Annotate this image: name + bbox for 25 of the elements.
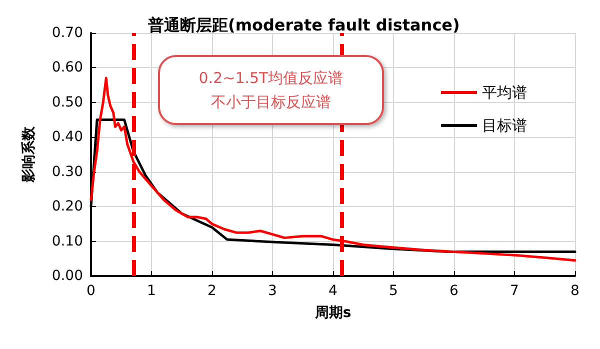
legend-label: 目标谱 — [482, 116, 527, 134]
callout-box: 0.2~1.5T均值反应谱 不小于目标反应谱 — [158, 55, 384, 125]
x-tick-label: 7 — [510, 283, 519, 299]
y-tick-label: 0.10 — [52, 233, 83, 250]
y-tick-label: 0.50 — [52, 94, 83, 110]
y-axis-title: 影响系数 — [21, 126, 37, 184]
chart-title: 普通断层距(moderate fault distance) — [147, 16, 460, 34]
x-axis-title: 周期s — [314, 305, 352, 321]
y-tick-label: 0.00 — [52, 268, 83, 284]
x-tick-label: 2 — [208, 283, 216, 299]
x-tick-label: 8 — [570, 283, 580, 299]
annotation: 不小于目标反应谱 — [211, 92, 331, 113]
x-tick-label: 5 — [389, 283, 398, 299]
x-tick-label: 0 — [86, 283, 96, 299]
y-tick-label: 0.20 — [52, 198, 83, 215]
x-tick-label: 4 — [328, 283, 338, 299]
x-tick-label: 1 — [147, 283, 156, 299]
y-tick-label: 0.30 — [52, 164, 83, 180]
x-tick-label: 3 — [268, 283, 277, 299]
legend-label: 平均谱 — [482, 84, 527, 102]
y-tick-label: 0.40 — [52, 129, 83, 146]
y-tick-label: 0.70 — [52, 25, 83, 41]
y-tick-label: 0.60 — [52, 60, 83, 76]
annotation: 0.2~1.5T均值反应谱 — [198, 68, 344, 89]
x-tick-label: 6 — [450, 283, 459, 299]
